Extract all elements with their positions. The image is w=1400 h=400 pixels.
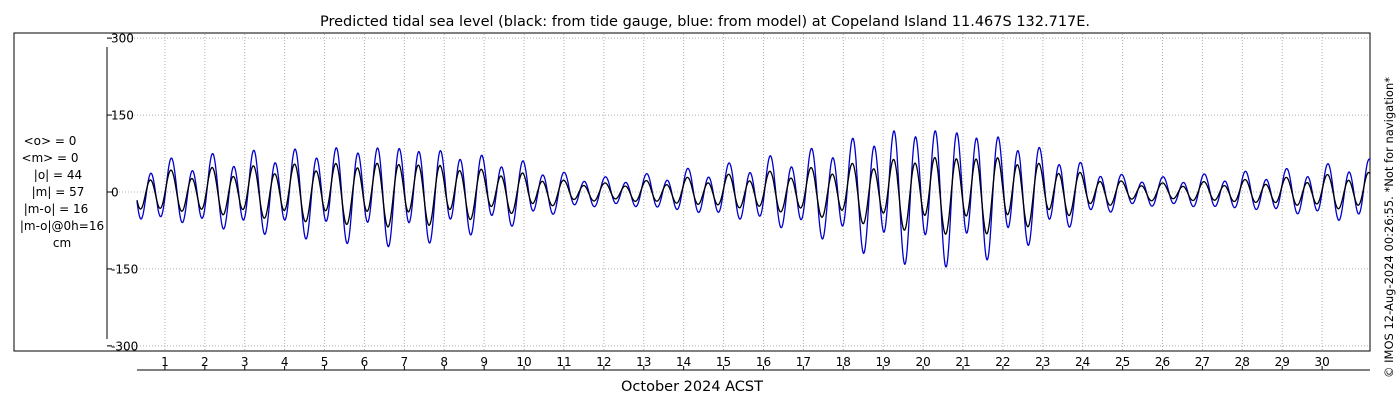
outer-frame (13, 32, 1371, 352)
series-layer (136, 129, 1371, 268)
copyright-note: © IMOS 12-Aug-2024 00:26:55. *Not for na… (1382, 77, 1396, 378)
x-tick-label: 7 (401, 355, 409, 369)
stat-abs-diff-0h: |m-o|@0h=16 (20, 219, 104, 233)
x-tick-label: 1 (161, 355, 169, 369)
x-tick-label: 3 (241, 355, 249, 369)
x-axis-ticks: 1 2 3 4 5 6 7 8 9 10 11 12 13 14 15 16 17 18 19 20 21 22 23 24 2… (161, 355, 1330, 370)
x-tick-label: 8 (440, 355, 448, 369)
x-tick-label: 16 (756, 355, 771, 369)
y-tick-label: -150 (111, 262, 138, 276)
x-tick-label: 27 (1195, 355, 1210, 369)
x-tick-label: 18 (836, 355, 851, 369)
series-line-tide-gauge (136, 156, 1371, 235)
stat-mean-model: <m> = 0 (21, 151, 78, 165)
stats-annotations: <o> = 0 <m> = 0 |o| = 44 |m| = 57 |m-o| … (20, 134, 104, 250)
stat-abs-obs: |o| = 44 (34, 168, 82, 182)
x-axis-label: October 2024 ACST (621, 379, 763, 395)
x-tick-label: 10 (516, 355, 531, 369)
x-tick-label: 21 (955, 355, 970, 369)
x-tick-label: 12 (596, 355, 611, 369)
stat-units: cm (53, 236, 71, 250)
x-tick-label: 17 (796, 355, 811, 369)
x-tick-label: 26 (1155, 355, 1170, 369)
x-tick-label: 23 (1035, 355, 1050, 369)
x-tick-label: 9 (480, 355, 488, 369)
x-tick-label: 19 (876, 355, 891, 369)
x-tick-label: 4 (281, 355, 289, 369)
stat-abs-diff: |m-o| = 16 (24, 202, 89, 216)
x-tick-label: 11 (556, 355, 571, 369)
x-tick-label: 14 (676, 355, 691, 369)
x-tick-label: 13 (636, 355, 651, 369)
y-tick-label: 150 (111, 109, 134, 123)
y-tick-label: 0 (111, 186, 119, 200)
stat-mean-obs: <o> = 0 (24, 134, 77, 148)
x-tick-label: 24 (1075, 355, 1090, 369)
x-tick-label: 2 (201, 355, 209, 369)
x-tick-label: 29 (1275, 355, 1290, 369)
stat-abs-model: |m| = 57 (32, 185, 85, 199)
y-tick-label: -300 (111, 339, 138, 353)
y-axis-ticks: 300 150 0 -150 -300 (107, 32, 138, 353)
y-tick-label: 300 (111, 32, 134, 46)
x-tick-label: 5 (321, 355, 329, 369)
grid-lines (107, 34, 1370, 350)
x-tick-label: 25 (1115, 355, 1130, 369)
x-tick-label: 22 (995, 355, 1010, 369)
x-tick-label: 20 (915, 355, 930, 369)
chart-title: Predicted tidal sea level (black: from t… (320, 14, 1090, 30)
x-tick-label: 6 (361, 355, 369, 369)
x-tick-label: 15 (716, 355, 731, 369)
x-tick-label: 30 (1314, 355, 1329, 369)
x-tick-label: 28 (1235, 355, 1250, 369)
